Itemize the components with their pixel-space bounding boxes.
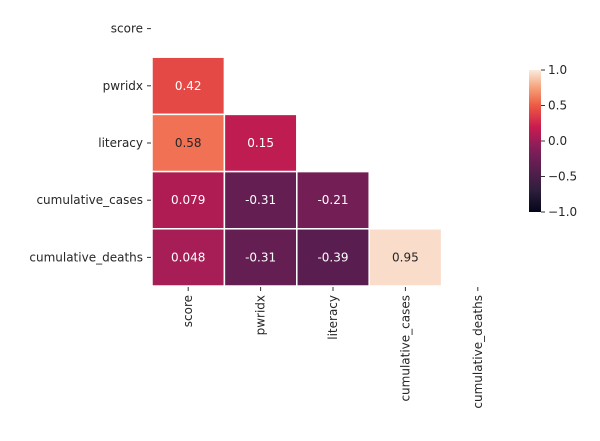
heatmap-cell [151, 113, 226, 173]
x-tick-label: score [181, 295, 195, 327]
y-tick-label: pwridx [103, 79, 143, 93]
x-tick-label: cumulative_deaths [471, 295, 485, 409]
x-tick-label: pwridx [254, 295, 268, 335]
cell-value-label: 0.42 [175, 79, 202, 93]
y-tick-label: score [111, 22, 143, 36]
cell-value-label: -0.21 [317, 193, 348, 207]
cell-value-label: 0.58 [175, 136, 202, 150]
cell-value-label: 0.15 [247, 136, 274, 150]
cell-value-label: -0.31 [245, 193, 276, 207]
colorbar-tick-label: 0.5 [548, 99, 567, 113]
colorbar: 1.0 0.5 0.0 −0.5 −1.0 [529, 63, 577, 219]
x-tick-label: literacy [326, 295, 340, 340]
x-tick-label: cumulative_cases [398, 295, 412, 402]
heatmap-cell [151, 56, 226, 116]
colorbar-tick-label: −1.0 [548, 205, 577, 219]
heatmap-cell [151, 228, 226, 287]
colorbar-tick-label: 0.0 [548, 134, 567, 148]
heatmap-cell [296, 228, 370, 287]
cell-value-label: -0.39 [317, 250, 348, 264]
heatmap-cells [151, 56, 443, 287]
cell-value-label: 0.048 [171, 250, 205, 264]
cell-value-label: -0.31 [245, 250, 276, 264]
colorbar-tick-label: −0.5 [548, 170, 577, 184]
heatmap-cell-labels: 0.42 0.58 0.15 0.079 -0.31 -0.21 0.048 -0.31 -0.… [171, 79, 419, 265]
cell-value-label: 0.079 [171, 193, 205, 207]
y-tick-label: literacy [98, 136, 143, 150]
x-axis: score pwridx literacy cumulative_cases cumul… [181, 287, 485, 409]
y-tick-label: cumulative_cases [36, 193, 143, 207]
heatmap-cell [368, 228, 443, 287]
colorbar-tick-label: 1.0 [548, 63, 567, 77]
cell-value-label: 0.95 [392, 250, 419, 264]
y-tick-label: cumulative_deaths [29, 250, 143, 264]
heatmap-cell [296, 170, 370, 230]
heatmap-cell [223, 228, 298, 287]
colorbar-gradient [529, 70, 541, 212]
y-axis: score pwridx literacy cumulative_casescumul… [29, 22, 151, 264]
